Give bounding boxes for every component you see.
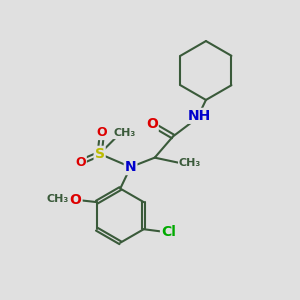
Text: CH₃: CH₃: [113, 128, 136, 138]
Text: S: S: [95, 147, 105, 161]
Text: CH₃: CH₃: [179, 158, 201, 168]
Text: O: O: [97, 126, 107, 139]
Text: O: O: [146, 117, 158, 131]
Text: NH: NH: [188, 109, 211, 123]
Text: O: O: [70, 193, 82, 207]
Text: N: N: [125, 160, 136, 174]
Text: Cl: Cl: [161, 225, 176, 238]
Text: O: O: [75, 156, 86, 169]
Text: CH₃: CH₃: [46, 194, 68, 204]
